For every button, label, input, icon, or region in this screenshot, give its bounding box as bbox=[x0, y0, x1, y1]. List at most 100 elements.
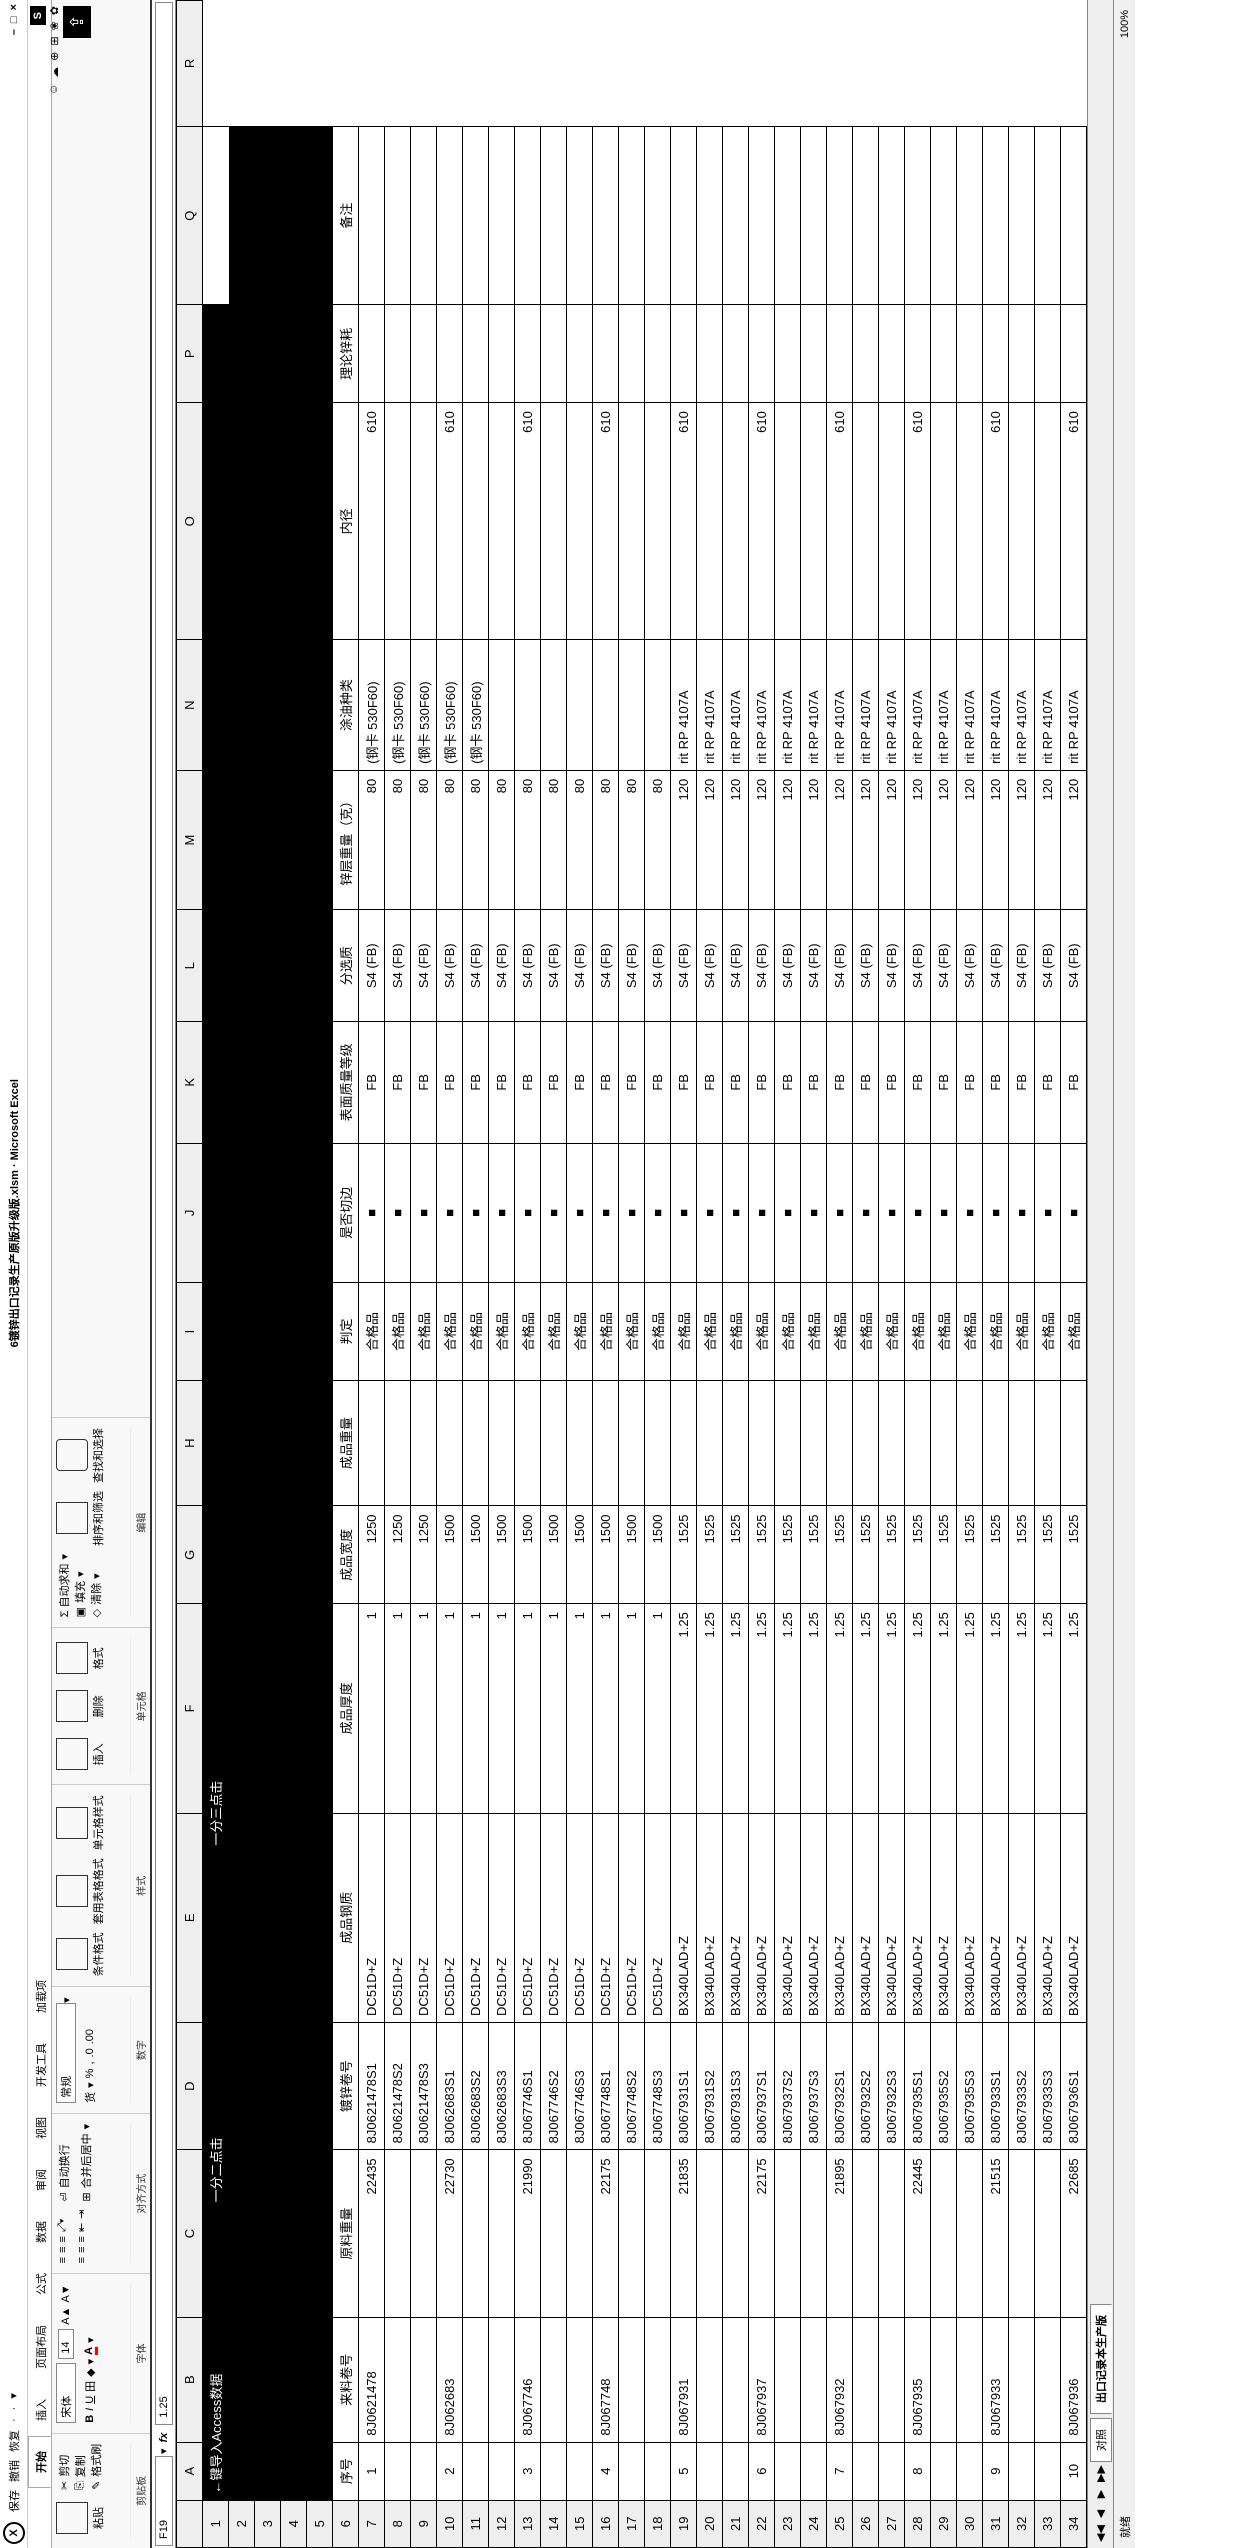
cell[interactable]: 1 bbox=[515, 1604, 541, 1813]
row-header[interactable]: 20 bbox=[697, 2500, 723, 2547]
import-button[interactable]: ←键导入Access数据 bbox=[203, 2317, 229, 2500]
cell[interactable]: 8J067935S1 bbox=[905, 2022, 931, 2149]
cell[interactable]: ■ bbox=[931, 1143, 957, 1283]
cell[interactable]: FB bbox=[645, 1022, 671, 1143]
align-bot-icon[interactable]: ≡ bbox=[57, 2236, 69, 2242]
cell[interactable]: 80 bbox=[359, 770, 385, 910]
cell[interactable] bbox=[931, 1380, 957, 1506]
cell[interactable]: 1500 bbox=[619, 1506, 645, 1604]
cell[interactable]: BX340LAD+Z bbox=[827, 1813, 853, 2022]
table-row[interactable]: 178J067748S2DC51D+Z11500合格品■FBS4 (FB)80 bbox=[619, 1, 645, 2548]
col-header-K[interactable]: K bbox=[177, 1022, 203, 1143]
cell[interactable]: 8J067748 bbox=[593, 2317, 619, 2442]
row-header[interactable]: 5 bbox=[307, 2500, 333, 2547]
tab-审阅[interactable]: 审阅 bbox=[28, 2154, 51, 2206]
cell[interactable]: 8J067937S3 bbox=[801, 2022, 827, 2149]
cell[interactable] bbox=[567, 305, 593, 403]
cell[interactable] bbox=[671, 305, 697, 403]
cell[interactable]: 21835 bbox=[671, 2150, 697, 2318]
col-header-R[interactable]: R bbox=[177, 1, 203, 127]
cell[interactable]: ■ bbox=[541, 1143, 567, 1283]
cell[interactable]: 合格品 bbox=[437, 1283, 463, 1381]
cell[interactable] bbox=[645, 305, 671, 403]
number-format-select[interactable]: 常规 bbox=[56, 2003, 76, 2103]
cell[interactable]: 1500 bbox=[541, 1506, 567, 1604]
col-header-D[interactable]: D bbox=[177, 2022, 203, 2149]
split2-button[interactable]: 一分二点击 bbox=[203, 2022, 229, 2317]
col-header-F[interactable]: F bbox=[177, 1604, 203, 1813]
cell[interactable]: 1525 bbox=[827, 1506, 853, 1604]
cell[interactable] bbox=[853, 2442, 879, 2500]
cell[interactable]: 1500 bbox=[515, 1506, 541, 1604]
cell[interactable]: 1525 bbox=[1061, 1506, 1087, 1604]
col-header-B[interactable]: B bbox=[177, 2317, 203, 2442]
cell[interactable]: 8J067932S1 bbox=[827, 2022, 853, 2149]
cell[interactable]: 5 bbox=[671, 2442, 697, 2500]
cell[interactable]: DC51D+Z bbox=[437, 1813, 463, 2022]
cell[interactable]: rit RP 4107A bbox=[1061, 640, 1087, 770]
cell[interactable]: BX340LAD+Z bbox=[671, 1813, 697, 2022]
cell[interactable]: FB bbox=[749, 1022, 775, 1143]
cell[interactable]: ■ bbox=[1035, 1143, 1061, 1283]
cell[interactable]: S4 (FB) bbox=[489, 910, 515, 1022]
cell[interactable] bbox=[1061, 1380, 1087, 1506]
cell[interactable]: 8J0621478 bbox=[359, 2317, 385, 2442]
tab-开发工具[interactable]: 开发工具 bbox=[28, 2028, 51, 2102]
cell[interactable] bbox=[853, 1380, 879, 1506]
cell[interactable] bbox=[775, 403, 801, 640]
cell[interactable]: 8J067935S3 bbox=[957, 2022, 983, 2149]
cell[interactable]: 合格品 bbox=[671, 1283, 697, 1381]
cell[interactable]: 1525 bbox=[723, 1506, 749, 1604]
col-header-M[interactable]: M bbox=[177, 770, 203, 910]
tab-插入[interactable]: 插入 bbox=[28, 2384, 51, 2436]
cell[interactable] bbox=[463, 403, 489, 640]
cell[interactable]: 合格品 bbox=[645, 1283, 671, 1381]
cell[interactable]: ■ bbox=[1009, 1143, 1035, 1283]
cell[interactable] bbox=[775, 126, 801, 305]
percent-button[interactable]: % bbox=[84, 2069, 96, 2079]
cell[interactable]: S4 (FB) bbox=[957, 910, 983, 1022]
cell[interactable]: 1.25 bbox=[749, 1604, 775, 1813]
cell[interactable] bbox=[827, 1380, 853, 1506]
cell[interactable] bbox=[957, 2150, 983, 2318]
cell[interactable]: DC51D+Z bbox=[515, 1813, 541, 2022]
row-header[interactable]: 9 bbox=[411, 2500, 437, 2547]
cell[interactable] bbox=[1009, 2442, 1035, 2500]
row-header[interactable]: 6 bbox=[333, 2500, 359, 2547]
worksheet[interactable]: ABCDEFGHIJKLMNOPQR1←键导入Access数据一分二点击一分三点… bbox=[176, 0, 1087, 2548]
cell[interactable]: ■ bbox=[489, 1143, 515, 1283]
cell[interactable] bbox=[411, 403, 437, 640]
account-icon-0[interactable]: ☺ bbox=[48, 84, 61, 95]
cell[interactable] bbox=[619, 2317, 645, 2442]
cell[interactable]: 8J067937S1 bbox=[749, 2022, 775, 2149]
cell[interactable]: 1.25 bbox=[957, 1604, 983, 1813]
cell[interactable]: 4 bbox=[593, 2442, 619, 2500]
cell[interactable]: DC51D+Z bbox=[411, 1813, 437, 2022]
row-header[interactable]: 4 bbox=[281, 2500, 307, 2547]
cell[interactable]: ■ bbox=[463, 1143, 489, 1283]
align-center-icon[interactable]: ≡ bbox=[76, 2246, 88, 2252]
cell[interactable]: 120 bbox=[1009, 770, 1035, 910]
cell[interactable]: 1 bbox=[619, 1604, 645, 1813]
currency-button[interactable]: 货 bbox=[82, 2092, 98, 2103]
cell[interactable]: S4 (FB) bbox=[619, 910, 645, 1022]
fx-icon[interactable]: fx bbox=[158, 2427, 170, 2449]
cell[interactable]: 合格品 bbox=[931, 1283, 957, 1381]
row-header[interactable]: 3 bbox=[255, 2500, 281, 2547]
comma-button[interactable]: , bbox=[84, 2061, 96, 2064]
orientation-icon[interactable]: ⤢▾ bbox=[56, 2219, 69, 2232]
cell[interactable]: 1500 bbox=[593, 1506, 619, 1604]
table-row[interactable]: 98J0621478S3DC51D+Z11250合格品■FBS4 (FB)80(… bbox=[411, 1, 437, 2548]
cell[interactable]: rit RP 4107A bbox=[801, 640, 827, 770]
cell[interactable]: BX340LAD+Z bbox=[801, 1813, 827, 2022]
cell[interactable]: rit RP 4107A bbox=[1009, 640, 1035, 770]
cell-styles-button[interactable]: 单元格样式 bbox=[56, 1795, 106, 1850]
cell[interactable] bbox=[385, 1380, 411, 1506]
cell[interactable]: 合格品 bbox=[593, 1283, 619, 1381]
cell[interactable] bbox=[437, 126, 463, 305]
cell[interactable]: rit RP 4107A bbox=[827, 640, 853, 770]
cell[interactable]: 1 bbox=[489, 1604, 515, 1813]
cell[interactable]: FB bbox=[411, 1022, 437, 1143]
cell[interactable] bbox=[645, 1380, 671, 1506]
cell[interactable] bbox=[879, 403, 905, 640]
